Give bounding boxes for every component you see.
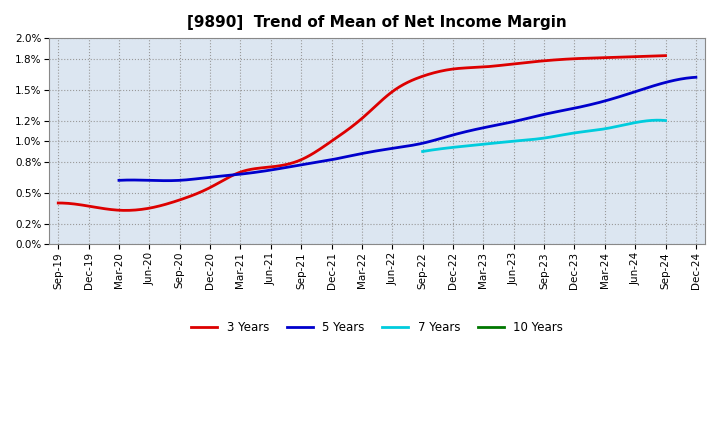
7 Years bbox=[418, 149, 427, 154]
3 Years bbox=[56, 200, 65, 205]
Title: [9890]  Trend of Mean of Net Income Margin: [9890] Trend of Mean of Net Income Margi… bbox=[187, 15, 567, 30]
Legend: 3 Years, 5 Years, 7 Years, 10 Years: 3 Years, 5 Years, 7 Years, 10 Years bbox=[186, 316, 568, 338]
Line: 7 Years: 7 Years bbox=[423, 120, 665, 151]
7 Years bbox=[419, 149, 428, 154]
3 Years bbox=[606, 55, 615, 60]
5 Years bbox=[460, 129, 469, 135]
7 Years bbox=[567, 131, 575, 136]
5 Years bbox=[603, 98, 611, 103]
3 Years bbox=[418, 74, 426, 79]
Line: 5 Years: 5 Years bbox=[119, 77, 696, 181]
5 Years bbox=[692, 75, 701, 80]
5 Years bbox=[469, 127, 478, 132]
5 Years bbox=[639, 86, 648, 92]
7 Years bbox=[639, 119, 647, 124]
3 Years bbox=[415, 75, 424, 80]
5 Years bbox=[163, 178, 171, 183]
3 Years bbox=[428, 71, 436, 76]
Line: 3 Years: 3 Years bbox=[58, 55, 665, 210]
5 Years bbox=[117, 178, 125, 183]
7 Years bbox=[623, 121, 631, 127]
7 Years bbox=[562, 132, 571, 137]
7 Years bbox=[563, 132, 572, 137]
3 Years bbox=[661, 53, 670, 58]
3 Years bbox=[121, 208, 130, 213]
7 Years bbox=[654, 117, 662, 123]
5 Years bbox=[458, 130, 467, 135]
7 Years bbox=[661, 118, 670, 123]
3 Years bbox=[568, 56, 577, 62]
3 Years bbox=[54, 200, 63, 205]
5 Years bbox=[114, 178, 123, 183]
